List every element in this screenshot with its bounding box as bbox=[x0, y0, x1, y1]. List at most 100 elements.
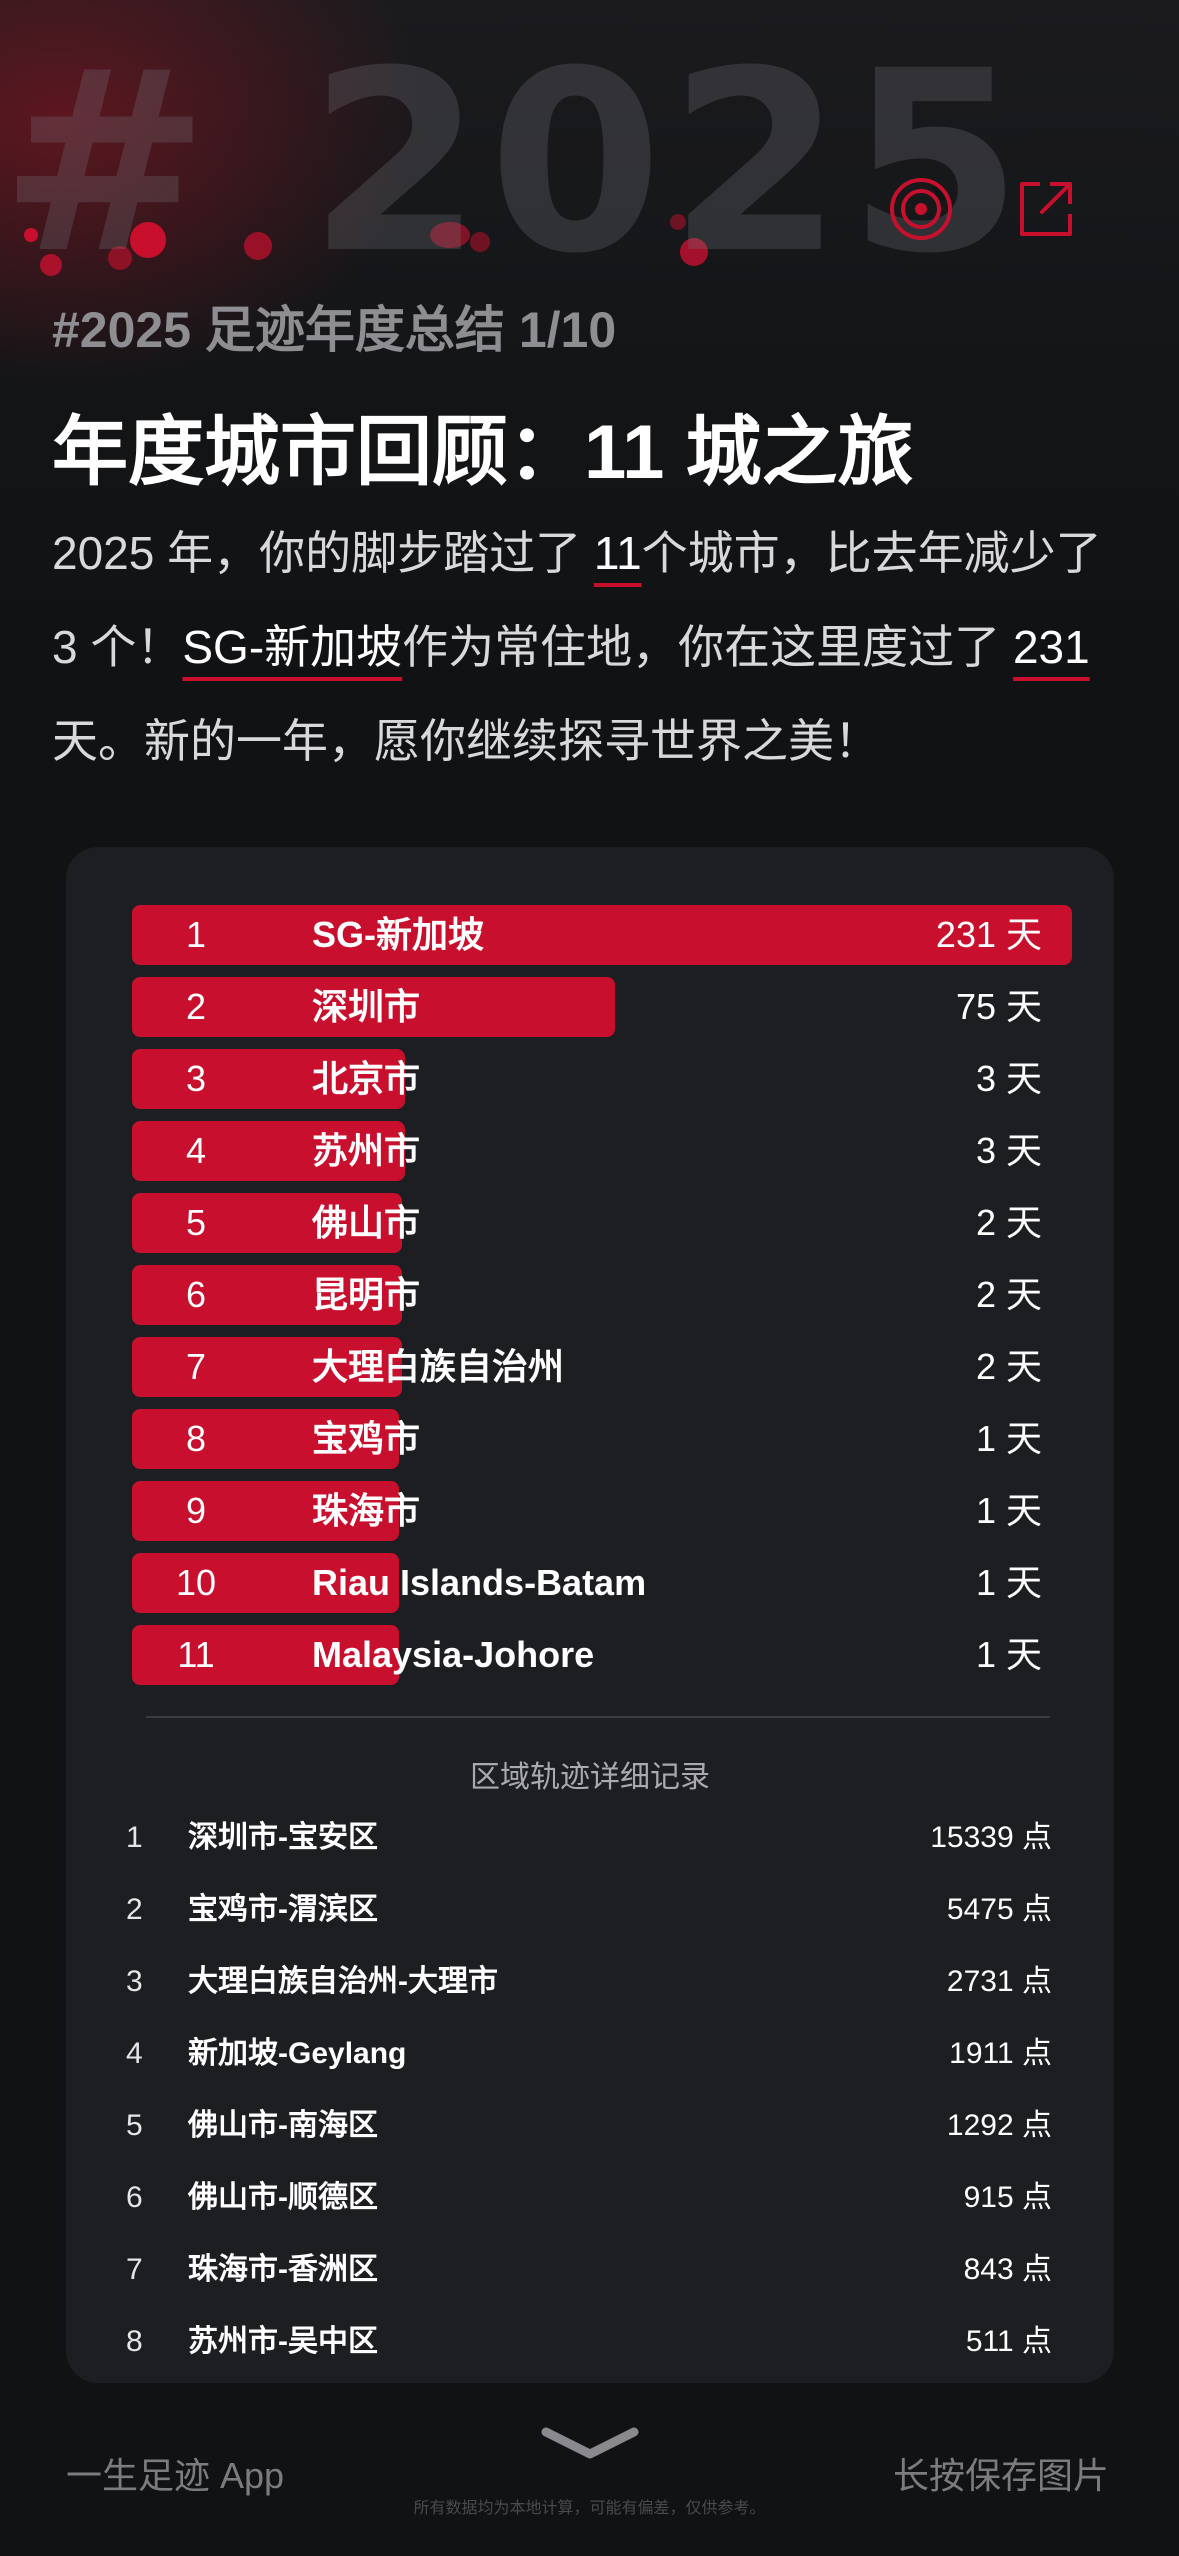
city-name: 昆明市 bbox=[312, 1274, 421, 1315]
city-days: 3 天 bbox=[975, 1058, 1042, 1099]
city-rank: 4 bbox=[185, 1130, 207, 1171]
city-name: 大理白族自治州 bbox=[312, 1346, 565, 1387]
region-points: 511 点 bbox=[965, 2325, 1052, 2358]
city-rank: 2 bbox=[185, 986, 207, 1027]
city-rank: 6 bbox=[185, 1274, 207, 1315]
city-row: 1 SG-新加坡 231 天 bbox=[132, 899, 1072, 971]
city-days-bar bbox=[132, 1553, 399, 1613]
city-days-bar bbox=[132, 1121, 405, 1181]
city-row: 5 佛山市 2 天 bbox=[132, 1187, 1072, 1259]
chevron-down-icon[interactable] bbox=[540, 2420, 640, 2470]
decor-bubble bbox=[670, 214, 686, 230]
city-name: 深圳市 bbox=[312, 986, 421, 1027]
city-days-bar bbox=[132, 1049, 405, 1109]
region-name: 大理白族自治州-大理市 bbox=[188, 1965, 498, 1998]
city-row: 7 大理白族自治州 2 天 bbox=[132, 1331, 1072, 1403]
city-days: 1 天 bbox=[975, 1562, 1042, 1603]
city-name: Riau Islands-Batam bbox=[312, 1562, 647, 1603]
region-list: 1 深圳市-宝安区 15339 点 2 宝鸡市-渭滨区 5475 点 3 大理白族自治州-大理… bbox=[126, 1802, 1054, 2378]
region-row: 3 大理白族自治州-大理市 2731 点 bbox=[126, 1946, 1054, 2018]
region-name: 新加坡-Geylang bbox=[188, 2037, 407, 2070]
region-row: 5 佛山市-南海区 1292 点 bbox=[126, 2090, 1054, 2162]
city-days-bar bbox=[132, 905, 1072, 965]
city-row: 3 北京市 3 天 bbox=[132, 1043, 1072, 1115]
region-row: 2 宝鸡市-渭滨区 5475 点 bbox=[126, 1874, 1054, 1946]
city-rank: 1 bbox=[185, 914, 207, 955]
region-name: 深圳市-宝安区 bbox=[188, 1821, 378, 1854]
city-row: 2 深圳市 75 天 bbox=[132, 971, 1072, 1043]
city-row: 4 苏州市 3 天 bbox=[132, 1115, 1072, 1187]
summary-text: 作为常住地，你在这里度过了 bbox=[402, 621, 1013, 673]
city-days-bar bbox=[132, 1409, 399, 1469]
summary-text: 个城市，比去年减少了 3 个！ bbox=[52, 527, 1102, 673]
city-name: 珠海市 bbox=[312, 1490, 421, 1531]
city-name: 苏州市 bbox=[312, 1130, 421, 1171]
summary-text: 2025 年，你的脚步踏过了 bbox=[52, 527, 594, 579]
home-days-highlight: 231 bbox=[1012, 621, 1090, 673]
city-days-bar bbox=[132, 977, 615, 1037]
region-row: 8 苏州市-吴中区 511 点 bbox=[126, 2306, 1054, 2378]
app-name: 一生足迹 App bbox=[66, 2455, 285, 2496]
decor-bubble bbox=[244, 232, 272, 260]
city-name: 宝鸡市 bbox=[312, 1418, 421, 1459]
city-rank: 7 bbox=[185, 1346, 207, 1387]
region-index: 6 bbox=[126, 2181, 143, 2214]
city-rank: 10 bbox=[175, 1562, 217, 1603]
summary-paragraph: 2025 年，你的脚步踏过了 11个城市，比去年减少了 3 个！SG-新加坡作为… bbox=[52, 506, 1132, 788]
record-button[interactable] bbox=[886, 174, 956, 244]
region-points: 2731 点 bbox=[946, 1965, 1052, 1998]
vinyl-record-icon bbox=[890, 178, 952, 240]
city-days: 1 天 bbox=[975, 1634, 1042, 1675]
decor-bubble bbox=[430, 222, 470, 248]
share-export-icon bbox=[1020, 182, 1072, 236]
region-index: 7 bbox=[126, 2253, 143, 2286]
region-index: 3 bbox=[126, 1965, 143, 1998]
city-days: 231 天 bbox=[935, 914, 1042, 955]
region-row: 7 珠海市-香洲区 843 点 bbox=[126, 2234, 1054, 2306]
city-days: 1 天 bbox=[975, 1418, 1042, 1459]
region-points: 15339 点 bbox=[930, 1821, 1052, 1854]
city-name: 佛山市 bbox=[312, 1202, 421, 1243]
city-days-bar bbox=[132, 1625, 399, 1685]
region-row: 4 新加坡-Geylang 1911 点 bbox=[126, 2018, 1054, 2090]
region-name: 佛山市-顺德区 bbox=[188, 2181, 378, 2214]
region-row: 6 佛山市-顺德区 915 点 bbox=[126, 2162, 1054, 2234]
disclaimer-note: 所有数据均为本地计算，可能有偏差，仅供参考。 bbox=[413, 2500, 766, 2517]
city-days-bar bbox=[132, 1481, 399, 1541]
home-city-highlight: SG-新加坡 bbox=[182, 621, 403, 673]
divider bbox=[146, 1716, 1050, 1718]
region-row: 1 深圳市-宝安区 15339 点 bbox=[126, 1802, 1054, 1874]
save-hint: 长按保存图片 bbox=[892, 2455, 1109, 2496]
city-days-bar bbox=[132, 1265, 402, 1325]
decor-bubble bbox=[470, 232, 490, 252]
city-row: 10 Riau Islands-Batam 1 天 bbox=[132, 1547, 1072, 1619]
city-days: 2 天 bbox=[975, 1274, 1042, 1315]
city-rank: 11 bbox=[177, 1634, 215, 1675]
region-name: 苏州市-吴中区 bbox=[188, 2325, 378, 2358]
decor-bubble bbox=[680, 238, 708, 266]
city-rank: 8 bbox=[185, 1418, 207, 1459]
city-rank: 9 bbox=[185, 1490, 207, 1531]
region-points: 1292 点 bbox=[946, 2109, 1052, 2142]
city-days: 2 天 bbox=[975, 1346, 1042, 1387]
city-days: 75 天 bbox=[955, 986, 1042, 1027]
decor-bubble bbox=[40, 254, 62, 276]
region-section-title: 区域轨迹详细记录 bbox=[470, 1761, 710, 1794]
page-subtitle: #2025 足迹年度总结 1/10 bbox=[52, 302, 617, 358]
city-ranking-list: 1 SG-新加坡 231 天 2 深圳市 75 天 3 北京市 3 天 4 苏州市 3 天 5 佛山市 2 … bbox=[132, 899, 1072, 1691]
city-rank: 5 bbox=[185, 1202, 207, 1243]
region-index: 2 bbox=[126, 1893, 143, 1926]
city-days: 3 天 bbox=[975, 1130, 1042, 1171]
city-days-bar bbox=[132, 1193, 402, 1253]
decor-bubble bbox=[108, 246, 132, 270]
city-rank: 3 bbox=[185, 1058, 207, 1099]
region-points: 843 点 bbox=[963, 2253, 1052, 2286]
region-points: 915 点 bbox=[963, 2181, 1052, 2214]
background-glow bbox=[0, 0, 1179, 700]
region-points: 1911 点 bbox=[949, 2037, 1052, 2070]
hero-year-watermark: # 2025 bbox=[0, 17, 1029, 308]
city-count-highlight: 11 bbox=[593, 527, 642, 579]
region-index: 4 bbox=[126, 2037, 143, 2070]
share-button[interactable] bbox=[1010, 174, 1080, 244]
city-row: 8 宝鸡市 1 天 bbox=[132, 1403, 1072, 1475]
